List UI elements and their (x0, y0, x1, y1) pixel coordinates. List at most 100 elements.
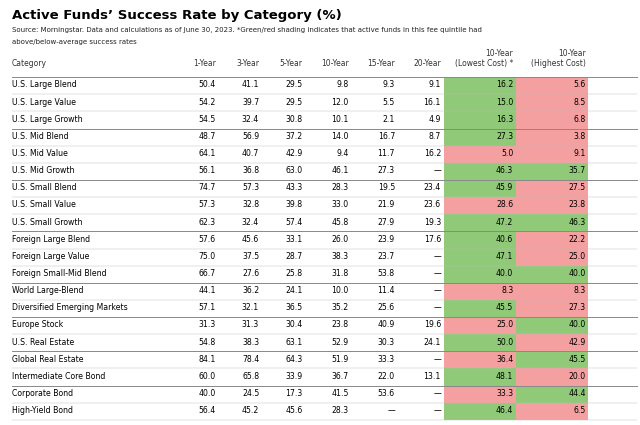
Text: 60.0: 60.0 (198, 372, 216, 381)
Text: 25.6: 25.6 (378, 303, 395, 312)
Text: 13.1: 13.1 (424, 372, 441, 381)
Text: Global Real Estate: Global Real Estate (12, 355, 83, 364)
Text: 6.5: 6.5 (573, 406, 586, 415)
Text: 27.9: 27.9 (378, 218, 395, 227)
Text: —: — (433, 166, 441, 175)
Text: 23.8: 23.8 (332, 320, 349, 329)
Text: 27.6: 27.6 (242, 269, 259, 278)
Text: —: — (433, 303, 441, 312)
Text: 45.6: 45.6 (285, 406, 303, 415)
Bar (444, 231, 516, 249)
Bar (516, 368, 588, 385)
Text: 41.5: 41.5 (332, 389, 349, 398)
Text: 32.8: 32.8 (242, 201, 259, 210)
Text: 28.3: 28.3 (332, 183, 349, 192)
Bar (516, 403, 588, 420)
Bar (516, 231, 588, 249)
Text: 46.3: 46.3 (496, 166, 513, 175)
Text: (Lowest Cost) *: (Lowest Cost) * (455, 59, 513, 68)
Bar (444, 317, 516, 334)
Text: 16.1: 16.1 (424, 98, 441, 107)
Text: 1-Year: 1-Year (193, 59, 216, 68)
Text: 22.2: 22.2 (568, 235, 586, 244)
Text: 29.5: 29.5 (285, 80, 303, 89)
Text: Foreign Small-Mid Blend: Foreign Small-Mid Blend (12, 269, 106, 278)
Text: 62.3: 62.3 (198, 218, 216, 227)
Text: (Highest Cost): (Highest Cost) (531, 59, 586, 68)
Bar (444, 334, 516, 351)
Text: 45.5: 45.5 (496, 303, 513, 312)
Text: 32.4: 32.4 (242, 115, 259, 124)
Bar (516, 146, 588, 163)
Text: U.S. Large Growth: U.S. Large Growth (12, 115, 82, 124)
Text: 66.7: 66.7 (198, 269, 216, 278)
Text: U.S. Large Value: U.S. Large Value (12, 98, 76, 107)
Bar (516, 283, 588, 300)
Text: 26.0: 26.0 (332, 235, 349, 244)
Text: 36.8: 36.8 (242, 166, 259, 175)
Text: 40.6: 40.6 (496, 235, 513, 244)
Bar (516, 128, 588, 146)
Text: 3.8: 3.8 (573, 132, 586, 141)
Text: 17.3: 17.3 (285, 389, 303, 398)
Text: 23.7: 23.7 (378, 252, 395, 261)
Text: 63.1: 63.1 (285, 337, 303, 346)
Text: 28.3: 28.3 (332, 406, 349, 415)
Text: 37.2: 37.2 (285, 132, 303, 141)
Text: 75.0: 75.0 (198, 252, 216, 261)
Text: 35.7: 35.7 (568, 166, 586, 175)
Text: 57.1: 57.1 (198, 303, 216, 312)
Text: 11.7: 11.7 (378, 149, 395, 158)
Text: 37.5: 37.5 (242, 252, 259, 261)
Text: 3-Year: 3-Year (236, 59, 259, 68)
Text: 15.0: 15.0 (496, 98, 513, 107)
Bar (516, 351, 588, 368)
Text: —: — (433, 252, 441, 261)
Text: 54.5: 54.5 (198, 115, 216, 124)
Text: 25.8: 25.8 (285, 269, 303, 278)
Text: 44.4: 44.4 (568, 389, 586, 398)
Text: 53.6: 53.6 (378, 389, 395, 398)
Text: 22.0: 22.0 (378, 372, 395, 381)
Text: 5.6: 5.6 (573, 80, 586, 89)
Text: 57.3: 57.3 (198, 201, 216, 210)
Text: 14.0: 14.0 (332, 132, 349, 141)
Text: 63.0: 63.0 (285, 166, 303, 175)
Bar (444, 94, 516, 111)
Text: 32.4: 32.4 (242, 218, 259, 227)
Text: 23.8: 23.8 (568, 201, 586, 210)
Text: 47.2: 47.2 (496, 218, 513, 227)
Text: 30.8: 30.8 (285, 115, 303, 124)
Text: Europe Stock: Europe Stock (12, 320, 63, 329)
Text: 33.3: 33.3 (496, 389, 513, 398)
Text: 40.0: 40.0 (568, 320, 586, 329)
Bar (444, 180, 516, 197)
Bar (516, 197, 588, 214)
Bar (444, 403, 516, 420)
Text: 16.7: 16.7 (378, 132, 395, 141)
Text: 57.4: 57.4 (285, 218, 303, 227)
Text: 10.1: 10.1 (332, 115, 349, 124)
Text: 36.5: 36.5 (285, 303, 303, 312)
Text: 31.3: 31.3 (242, 320, 259, 329)
Text: 45.6: 45.6 (242, 235, 259, 244)
Text: —: — (387, 406, 395, 415)
Text: 8.3: 8.3 (573, 286, 586, 295)
Text: 9.1: 9.1 (429, 80, 441, 89)
Text: 43.3: 43.3 (285, 183, 303, 192)
Text: 28.7: 28.7 (285, 252, 303, 261)
Bar (444, 385, 516, 403)
Text: 8.5: 8.5 (573, 98, 586, 107)
Bar (444, 214, 516, 231)
Text: 51.9: 51.9 (332, 355, 349, 364)
Text: 8.7: 8.7 (429, 132, 441, 141)
Text: 11.4: 11.4 (378, 286, 395, 295)
Text: Diversified Emerging Markets: Diversified Emerging Markets (12, 303, 127, 312)
Text: 39.8: 39.8 (285, 201, 303, 210)
Text: 57.3: 57.3 (242, 183, 259, 192)
Text: 31.8: 31.8 (332, 269, 349, 278)
Text: 48.1: 48.1 (496, 372, 513, 381)
Bar (516, 300, 588, 317)
Text: 46.1: 46.1 (332, 166, 349, 175)
Text: Foreign Large Blend: Foreign Large Blend (12, 235, 90, 244)
